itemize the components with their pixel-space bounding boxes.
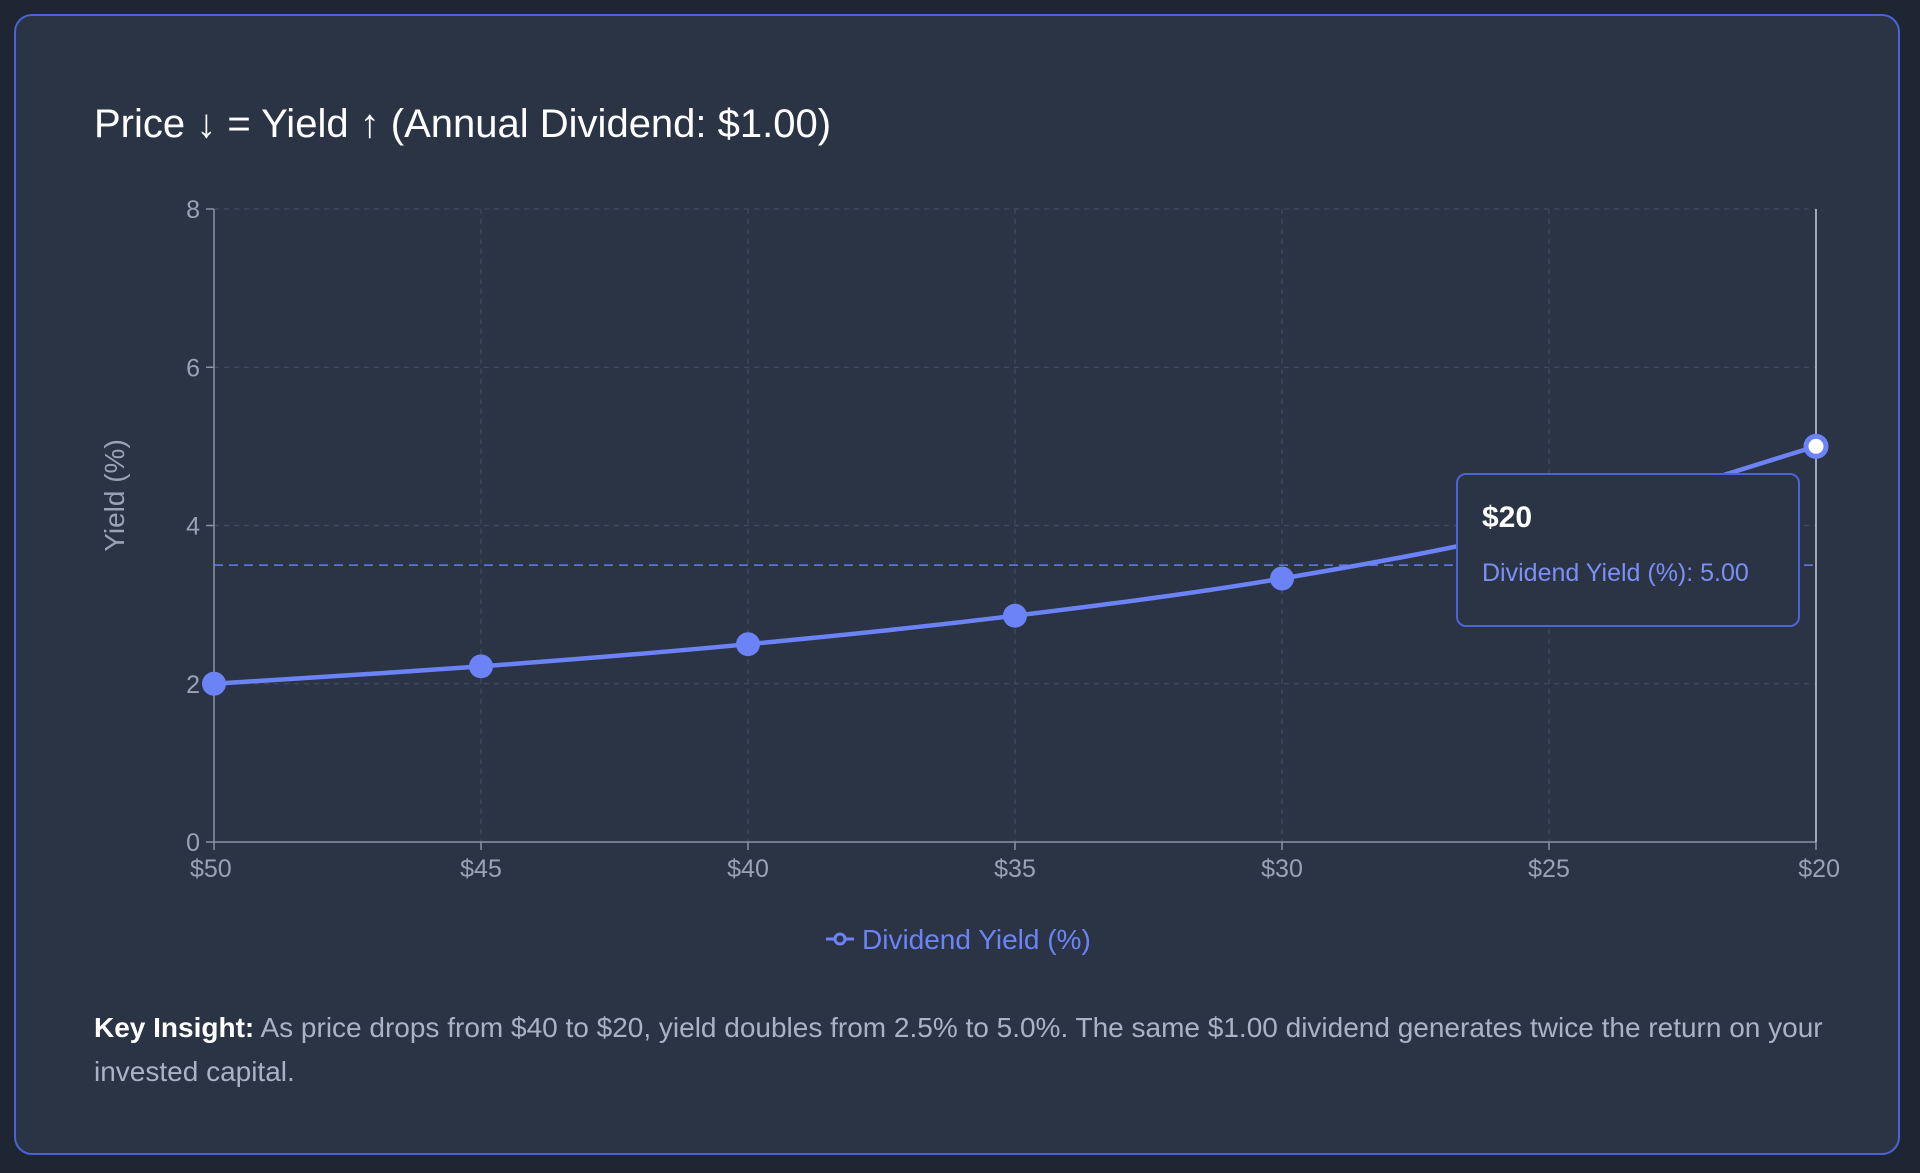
chart-title: Price ↓ = Yield ↑ (Annual Dividend: $1.0…	[94, 102, 832, 146]
data-point	[736, 632, 760, 657]
tooltip-body: Dividend Yield (%): 5.00	[1482, 559, 1749, 587]
data-point	[1003, 603, 1027, 628]
key-insight-text: As price drops from $40 to $20, yield do…	[94, 1012, 1823, 1087]
tick-labels: 0 2 4 6 8 $50 $45 $40 $35 $30 $25 $20 Yield (%)	[99, 196, 1840, 883]
y-tick-label: 4	[186, 513, 200, 541]
y-tick-label: 6	[186, 354, 200, 382]
legend[interactable]: Dividend Yield (%)	[826, 924, 1091, 955]
x-tick-label: $45	[460, 855, 502, 883]
x-tick-label: $35	[994, 855, 1036, 883]
axes	[206, 208, 1817, 850]
key-insight-label: Key Insight:	[94, 1012, 255, 1043]
chart-card: Price ↓ = Yield ↑ (Annual Dividend: $1.0…	[14, 14, 1900, 1155]
data-point	[469, 654, 493, 679]
data-tooltip: $20 Dividend Yield (%): 5.00	[1456, 473, 1800, 627]
y-tick-label: 8	[186, 196, 200, 224]
tooltip-title: $20	[1482, 501, 1533, 534]
key-insight: Key Insight: As price drops from $40 to …	[94, 1006, 1824, 1094]
x-tick-label: $20	[1798, 855, 1840, 883]
y-tick-label: 2	[186, 671, 200, 699]
data-point-active	[1803, 433, 1829, 459]
legend-line-icon	[826, 932, 854, 946]
x-tick-label: $30	[1261, 855, 1303, 883]
line-chart: 0 2 4 6 8 $50 $45 $40 $35 $30 $25 $20 Yield (%) Divi…	[99, 196, 1840, 955]
x-tick-label: $40	[727, 855, 769, 883]
x-tick-label: $50	[190, 855, 232, 883]
data-point	[1270, 566, 1294, 591]
x-tick-label: $25	[1528, 855, 1570, 883]
data-point	[202, 671, 226, 696]
legend-label[interactable]: Dividend Yield (%)	[862, 924, 1091, 955]
legend-marker	[833, 932, 847, 946]
y-axis-title: Yield (%)	[99, 439, 130, 552]
y-tick-label: 0	[186, 829, 200, 857]
